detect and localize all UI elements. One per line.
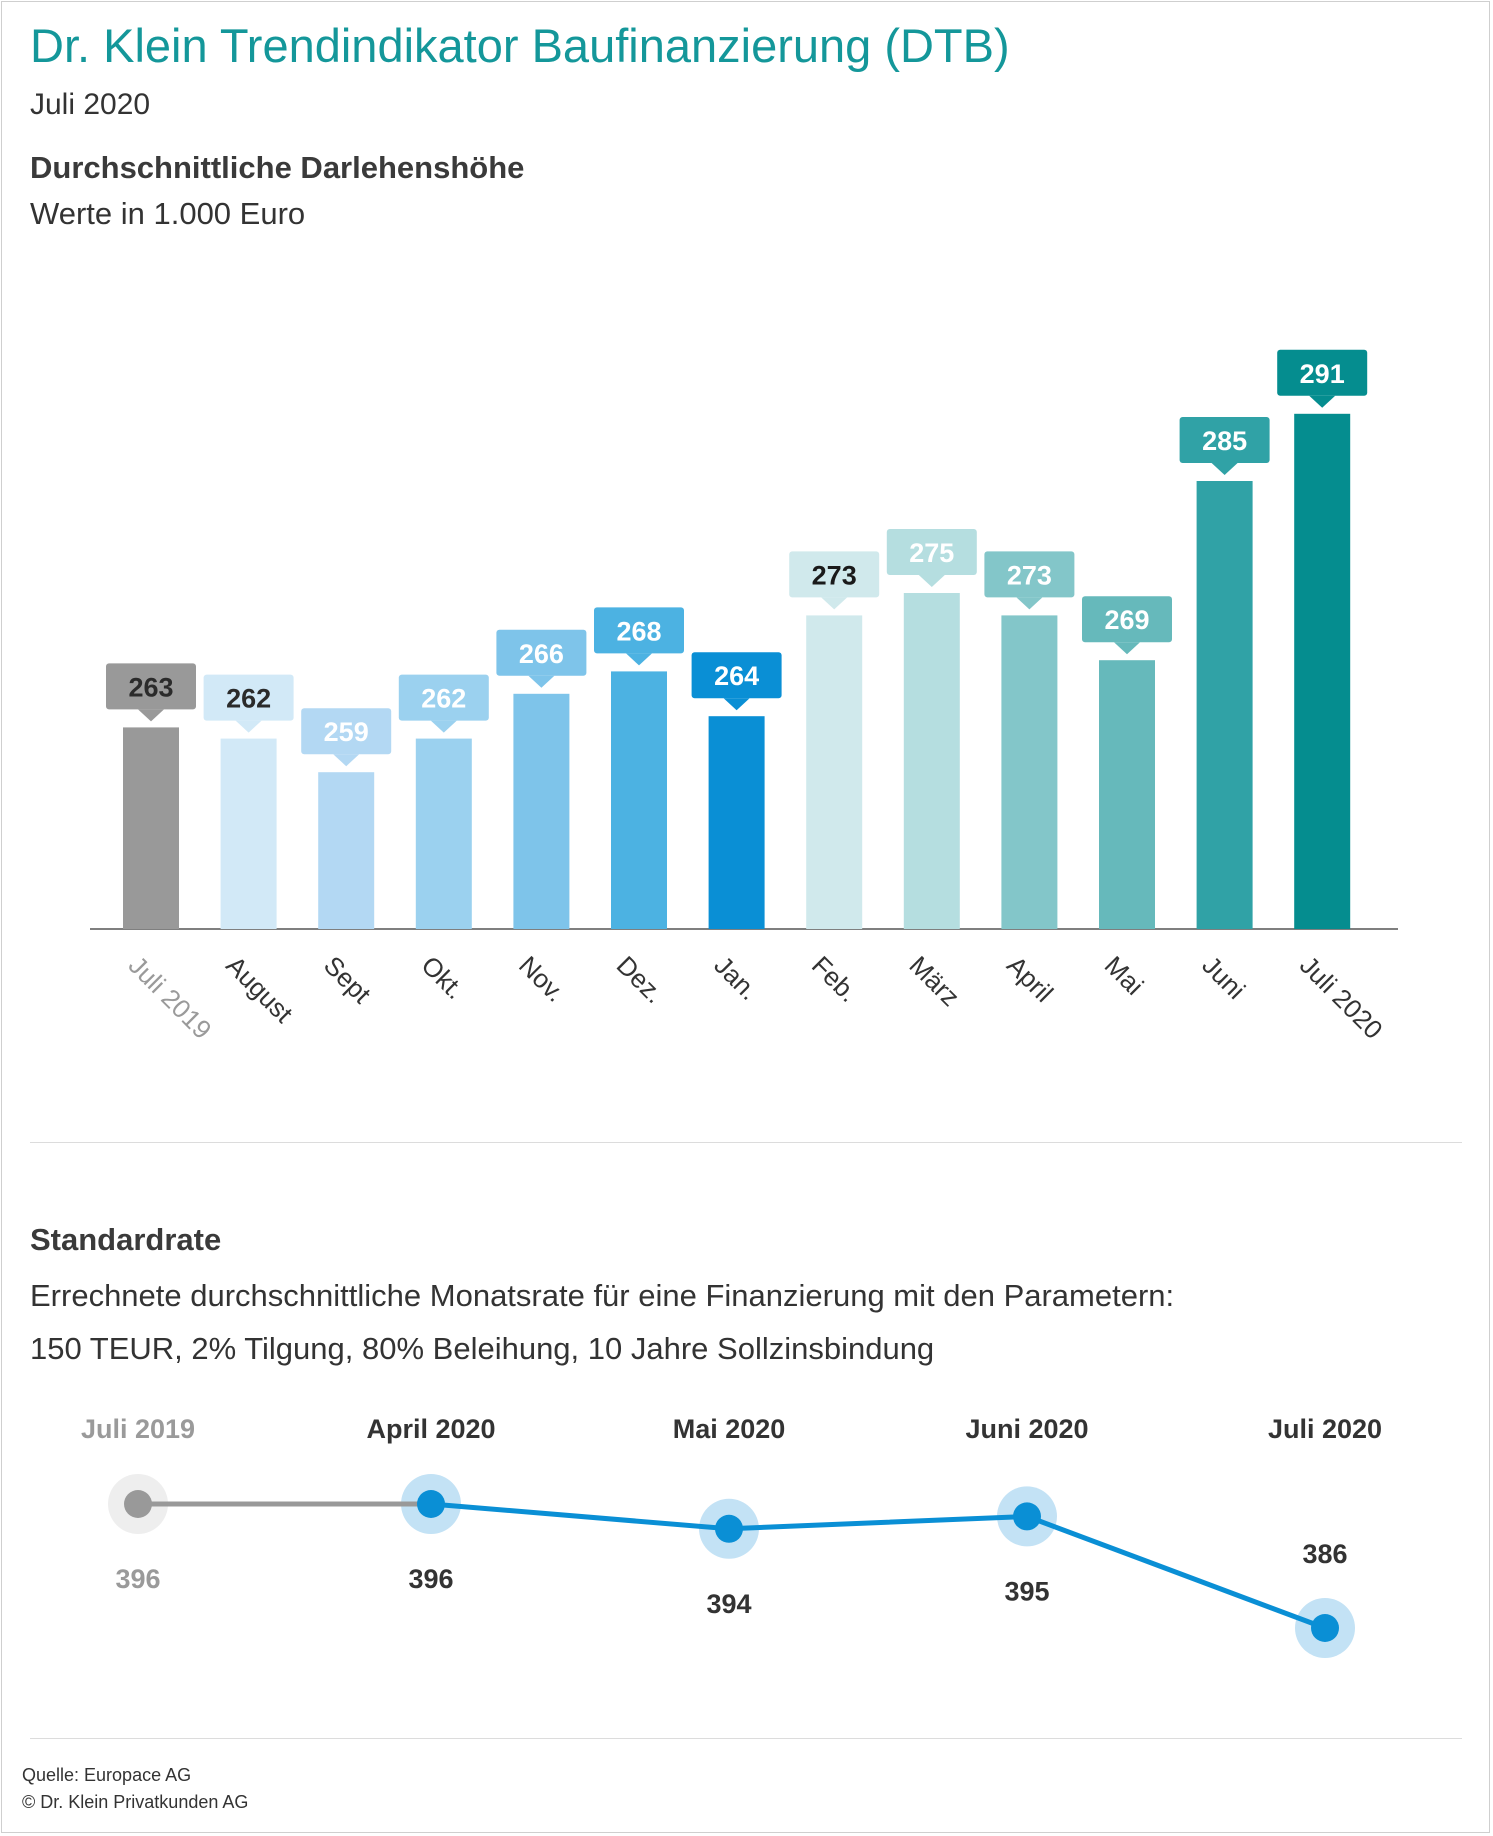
- line-point-0: [124, 1490, 152, 1518]
- bar-label-pointer-1: [235, 720, 262, 733]
- bar-label-box-3: [398, 674, 489, 721]
- x-tick-label: März: [904, 950, 966, 1012]
- bar-label-box-9: [984, 551, 1075, 598]
- bar-8: [903, 593, 960, 929]
- bar-label-box-7: [789, 551, 880, 598]
- page-title: Dr. Klein Trendindikator Baufinanzierung…: [30, 19, 1010, 72]
- bar-value-label: 291: [1300, 359, 1345, 389]
- bar-5: [611, 671, 667, 929]
- footer-divider: [30, 1738, 1462, 1739]
- x-tick-label: Okt.: [416, 950, 471, 1005]
- bar-label-box-2: [301, 708, 392, 755]
- bar-2: [318, 772, 375, 929]
- line-category-label: Mai 2020: [673, 1414, 786, 1444]
- bar-label-box-11: [1179, 417, 1270, 463]
- bar-value-label: 262: [226, 684, 271, 714]
- x-tick-label: April: [1001, 950, 1059, 1008]
- bar-value-label: 273: [812, 560, 857, 590]
- bar-label-pointer-6: [723, 698, 750, 711]
- bar-label-pointer-7: [821, 597, 848, 610]
- bar-10: [1099, 660, 1155, 929]
- x-tick-label: Jan.: [708, 950, 764, 1006]
- line-point-3: [1013, 1502, 1041, 1531]
- bar-7: [806, 615, 863, 929]
- page-subtitle: Juli 2020: [30, 88, 151, 121]
- bar-6: [708, 716, 765, 929]
- line-category-label: Juni 2020: [965, 1414, 1088, 1444]
- line-point-1: [417, 1490, 445, 1518]
- x-tick-label: August: [220, 950, 299, 1029]
- bar-9: [1001, 615, 1058, 929]
- bar-value-label: 259: [324, 717, 369, 747]
- x-tick-label: Juni: [1196, 950, 1251, 1005]
- line-point-2: [715, 1514, 743, 1543]
- bar-label-box-12: [1277, 349, 1368, 396]
- x-tick-label: Dez.: [611, 950, 670, 1009]
- bar-label-pointer-8: [918, 575, 945, 587]
- bar-value-label: 266: [519, 639, 564, 669]
- bar-value-label: 273: [1007, 560, 1052, 590]
- bar-value-label: 285: [1202, 426, 1247, 456]
- bar-label-pointer-11: [1211, 463, 1238, 475]
- bar-section-title: Durchschnittliche Darlehenshöhe: [30, 150, 525, 185]
- source-note: Quelle: Europace AG: [22, 1765, 192, 1785]
- x-tick-label: Nov.: [513, 950, 571, 1008]
- bar-1: [220, 738, 277, 929]
- bar-label-pointer-0: [138, 709, 164, 722]
- bar-label-box-8: [886, 529, 977, 575]
- bar-label-pointer-3: [430, 720, 457, 733]
- x-tick-label: Mai: [1099, 950, 1150, 1001]
- bar-value-label: 268: [616, 616, 661, 646]
- line-value-label: 396: [115, 1564, 160, 1594]
- bar-label-pointer-10: [1114, 642, 1140, 655]
- line-point-4: [1311, 1614, 1339, 1642]
- line-category-label: Juli 2019: [81, 1414, 195, 1444]
- bar-0: [123, 727, 179, 929]
- line-section-subtitle-1: Errechnete durchschnittliche Monatsrate …: [30, 1278, 1175, 1313]
- line-section-title: Standardrate: [30, 1222, 222, 1257]
- x-tick-label: Juli 2020: [1294, 950, 1389, 1045]
- line-series-current: [430, 1501, 1326, 1631]
- line-value-label: 394: [706, 1589, 751, 1619]
- x-tick-label: Juli 2019: [123, 950, 218, 1045]
- bar-value-label: 264: [714, 661, 759, 691]
- bar-label-box-5: [594, 607, 684, 654]
- bar-label-box-0: [106, 663, 196, 710]
- bar-3: [415, 738, 472, 929]
- bar-label-pointer-12: [1309, 395, 1336, 408]
- line-category-label: Juli 2020: [1268, 1414, 1382, 1444]
- x-tick-label: Sept: [318, 950, 378, 1010]
- bar-chart: 263 Juli 2019 262 August 259 Sept 262 Okt. 266 No…: [90, 349, 1398, 1045]
- x-tick-label: Feb.: [806, 950, 864, 1008]
- bar-label-pointer-9: [1016, 597, 1043, 610]
- bar-11: [1196, 481, 1253, 929]
- line-value-label: 395: [1004, 1576, 1049, 1606]
- copyright-note: © Dr. Klein Privatkunden AG: [22, 1792, 249, 1812]
- bar-label-box-6: [691, 652, 782, 699]
- bar-value-label: 263: [128, 672, 173, 702]
- bar-4: [513, 693, 570, 929]
- line-value-label: 386: [1302, 1539, 1347, 1569]
- bar-label-box-4: [496, 629, 587, 676]
- bar-section-subtitle: Werte in 1.000 Euro: [30, 196, 306, 231]
- bar-label-pointer-4: [528, 675, 555, 688]
- bar-label-box-10: [1082, 596, 1172, 643]
- bar-label-box-1: [203, 674, 294, 721]
- bar-value-label: 269: [1104, 605, 1149, 635]
- section-divider: [30, 1142, 1462, 1143]
- bar-value-label: 275: [909, 538, 954, 568]
- line-section-subtitle-2: 150 TEUR, 2% Tilgung, 80% Beleihung, 10 …: [30, 1331, 935, 1366]
- bar-label-pointer-5: [626, 653, 652, 666]
- line-value-label: 396: [408, 1564, 453, 1594]
- bar-12: [1294, 413, 1351, 929]
- bar-value-label: 262: [421, 684, 466, 714]
- line-chart: Juli 2019 April 2020 Mai 2020 Juni 2020 Juli…: [81, 1414, 1382, 1658]
- bar-label-pointer-2: [333, 754, 360, 767]
- line-category-label: April 2020: [366, 1414, 495, 1444]
